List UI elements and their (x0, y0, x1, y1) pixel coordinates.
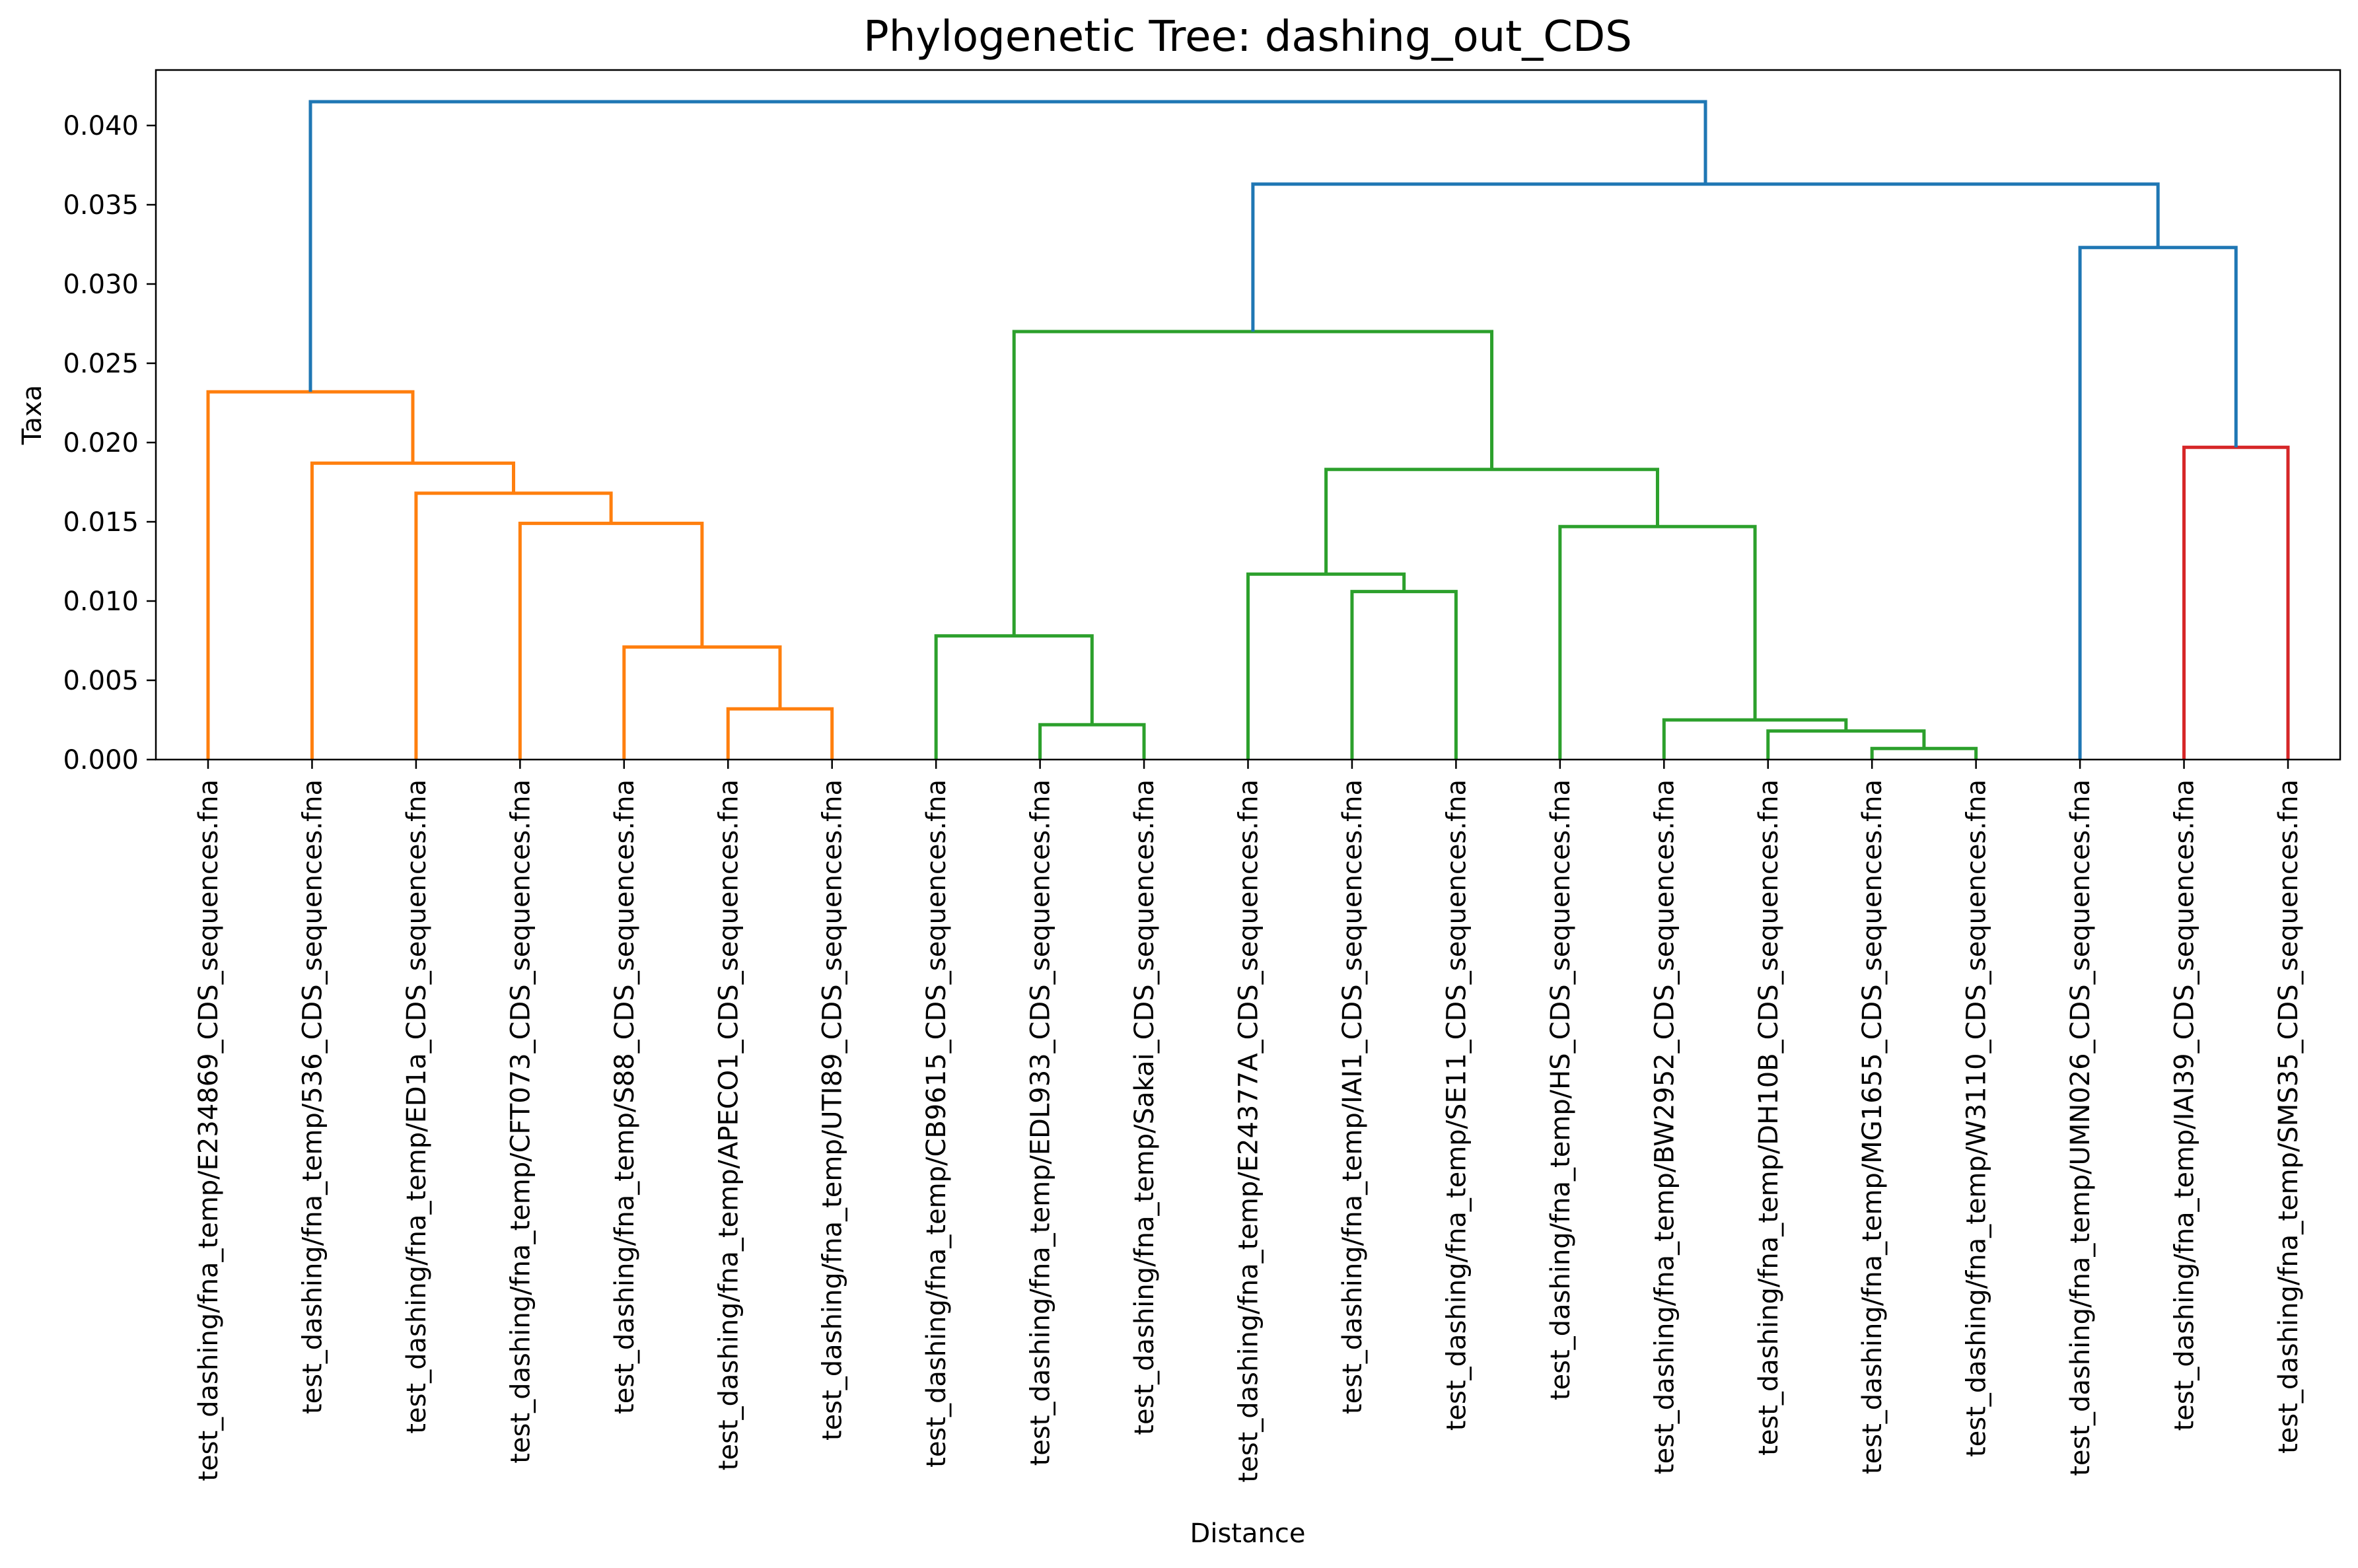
leaf-label: test_dashing/fna_temp/W3110_CDS_sequence… (1962, 779, 1992, 1457)
y-tick-label: 0.025 (63, 349, 139, 379)
leaf-label: test_dashing/fna_temp/CFT073_CDS_sequenc… (505, 779, 536, 1464)
dendrogram-links (206, 100, 2290, 760)
y-tick-label: 0.030 (63, 269, 139, 300)
leaf-label: test_dashing/fna_temp/E234869_CDS_sequen… (194, 779, 224, 1481)
x-axis-label: Distance (1190, 1518, 1306, 1549)
y-axis-label: Taxa (17, 385, 48, 446)
leaf-label: test_dashing/fna_temp/ED1a_CDS_sequences… (402, 779, 432, 1434)
leaf-label: test_dashing/fna_temp/UTI89_CDS_sequence… (818, 779, 848, 1441)
leaf-label: test_dashing/fna_temp/DH10B_CDS_sequence… (1754, 779, 1784, 1456)
leaf-label: test_dashing/fna_temp/BW2952_CDS_sequenc… (1649, 779, 1680, 1474)
plot-frame (155, 69, 2341, 761)
y-tick-label: 0.035 (63, 190, 139, 221)
leaf-label: test_dashing/fna_temp/IAI39_CDS_sequence… (2170, 779, 2200, 1431)
y-tick-label: 0.010 (63, 587, 139, 617)
leaf-label: test_dashing/fna_temp/SMS35_CDS_sequence… (2273, 779, 2304, 1454)
y-tick-label: 0.005 (63, 666, 139, 696)
leaf-label: test_dashing/fna_temp/APECO1_CDS_sequenc… (713, 779, 744, 1470)
leaf-label: test_dashing/fna_temp/HS_CDS_sequences.f… (1546, 779, 1576, 1400)
leaf-label: test_dashing/fna_temp/EDL933_CDS_sequenc… (1026, 779, 1056, 1466)
leaf-label: test_dashing/fna_temp/Sakai_CDS_sequence… (1129, 779, 1160, 1435)
x-axis: test_dashing/fna_temp/E234869_CDS_sequen… (194, 760, 2304, 1483)
leaf-label: test_dashing/fna_temp/UMN026_CDS_sequenc… (2065, 779, 2096, 1476)
leaf-label: test_dashing/fna_temp/CB9615_CDS_sequenc… (921, 779, 952, 1468)
leaf-label: test_dashing/fna_temp/536_CDS_sequences.… (297, 779, 328, 1414)
leaf-label: test_dashing/fna_temp/MG1655_CDS_sequenc… (1857, 779, 1888, 1474)
chart-title: Phylogenetic Tree: dashing_out_CDS (863, 13, 1632, 61)
y-tick-label: 0.040 (63, 111, 139, 141)
y-tick-label: 0.015 (63, 507, 139, 538)
link-n20 (308, 100, 1707, 392)
y-tick-label: 0.020 (63, 428, 139, 458)
leaf-label: test_dashing/fna_temp/E24377A_CDS_sequen… (1234, 779, 1264, 1483)
y-tick-label: 0.000 (63, 745, 139, 775)
leaf-label: test_dashing/fna_temp/SE11_CDS_sequences… (1441, 779, 1472, 1431)
y-axis: 0.000 0.005 0.010 0.015 0.020 0.025 0.030 0.035… (63, 111, 156, 775)
leaf-label: test_dashing/fna_temp/S88_CDS_sequences.… (610, 779, 640, 1414)
leaf-label: test_dashing/fna_temp/IAI1_CDS_sequences… (1338, 779, 1368, 1414)
